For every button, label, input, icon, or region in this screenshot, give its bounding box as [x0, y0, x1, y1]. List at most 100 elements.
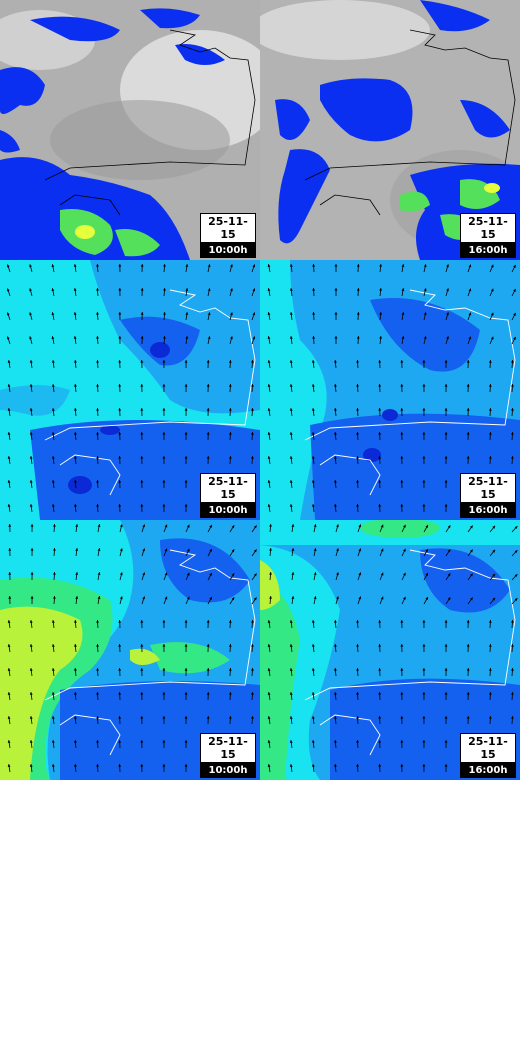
wind-arrow-head [267, 456, 271, 459]
wind-arrow-head [29, 504, 33, 507]
wind-arrow-head [140, 384, 144, 387]
wind-arrow-head [7, 764, 11, 767]
wind-arrow-head [231, 573, 235, 577]
wind-arrow-head [140, 456, 144, 459]
wind-arrow-head [118, 336, 122, 339]
wind-arrow-head [118, 360, 122, 363]
wind-arrow-head [30, 524, 34, 527]
wind-arrow-head [253, 525, 257, 529]
wind-arrow-head [164, 596, 168, 600]
wind-arrow-head [251, 360, 254, 363]
wind-arrow-head [289, 620, 293, 623]
wind-arrow-head [184, 740, 188, 743]
wind-arrow-head [447, 597, 451, 601]
wind-arrow-head [119, 596, 123, 600]
wind-map-panel-1000[interactable]: 25-11-15 10:00h [0, 260, 260, 520]
wind-arrow-head [422, 456, 426, 459]
wind-arrow-head [30, 572, 34, 575]
cloud-map-panel-1000[interactable]: 25-11-15 10:00h [0, 0, 260, 260]
wind-arrow-head [252, 264, 256, 268]
wind-arrow-head [74, 360, 77, 363]
wind-arrow-head [97, 524, 101, 527]
wind-arrow-head [74, 432, 77, 435]
wind-arrow-head [490, 336, 494, 340]
wind-arrow-head [29, 288, 32, 292]
wind-arrow-head [51, 432, 55, 435]
wind-arrow-head [400, 668, 404, 671]
time-label: 10:00h [200, 763, 256, 778]
wind-arrow-head [311, 408, 315, 411]
wind-arrow-head [228, 384, 232, 387]
wind-arrow-head [118, 692, 122, 695]
wind-arrow-head [425, 573, 428, 576]
wind-arrow-head [403, 572, 406, 576]
gust-map-panel-1600[interactable]: 25-11-15 16:00h [260, 520, 520, 780]
wind-arrow-head [422, 480, 426, 483]
gust-map-panel-1000[interactable]: 25-11-15 10:00h [0, 520, 260, 780]
timestamp-label: 25-11-15 16:00h [460, 733, 516, 778]
wind-arrow-head [514, 526, 518, 529]
wind-arrow-head [118, 764, 122, 767]
timestamp-label: 25-11-15 16:00h [460, 213, 516, 258]
wind-arrow-head [446, 312, 449, 316]
cloud-map-panel-1600[interactable]: 25-11-15 16:00h [260, 0, 520, 260]
wind-arrow-head [186, 572, 190, 576]
wind-arrow-head [228, 644, 232, 647]
wind-map-panel-1600[interactable]: 25-11-15 16:00h [260, 260, 520, 520]
wind-arrow-head [378, 692, 382, 695]
wind-arrow-head [466, 408, 470, 411]
wind-arrow-head [118, 504, 122, 507]
wind-arrow-head [119, 548, 123, 552]
wind-arrow-head [336, 548, 339, 552]
wind-arrow-head [185, 288, 189, 291]
wind-arrow-head [289, 480, 293, 483]
wind-arrow-head [356, 432, 359, 435]
wind-arrow-head [74, 692, 77, 695]
wind-arrow-head [511, 692, 514, 695]
wind-arrow-head [96, 620, 99, 623]
wind-arrow-head [184, 456, 188, 459]
wind-arrow-head [118, 480, 122, 483]
wind-arrow-head [380, 548, 384, 552]
wind-arrow-head [356, 384, 359, 387]
wind-arrow-head [75, 572, 79, 575]
wind-arrow-head [228, 456, 232, 459]
wind-arrow-head [142, 572, 145, 576]
wind-arrow-head [267, 288, 271, 291]
wind-arrow-head [289, 264, 293, 267]
wind-arrow-head [8, 572, 12, 575]
wind-arrow-head [334, 668, 337, 671]
wind-arrow-head [311, 740, 315, 743]
wind-arrow-head [164, 524, 168, 528]
wind-arrow-head [29, 692, 33, 695]
wind-arrow-head [267, 668, 271, 671]
wind-arrow-head [400, 408, 404, 411]
wind-arrow-head [488, 716, 492, 719]
wind-arrow-head [267, 716, 271, 719]
wind-arrow-head [30, 596, 34, 599]
wind-arrow-head [466, 360, 470, 363]
wind-arrow-head [470, 573, 473, 577]
wind-arrow-head [267, 432, 271, 435]
wind-arrow-head [444, 740, 448, 743]
wind-arrow-head [400, 740, 404, 743]
wind-arrow-head [444, 408, 448, 411]
wind-arrow-head [468, 312, 472, 316]
wind-arrow-head [511, 668, 514, 671]
wind-arrow-head [490, 288, 494, 292]
wind-arrow-head [267, 692, 271, 695]
wind-arrow-head [334, 620, 337, 623]
wind-arrow-head [7, 432, 11, 435]
wind-arrow-head [96, 408, 99, 411]
wind-arrow-head [334, 716, 337, 719]
wind-arrow-head [358, 596, 362, 600]
wind-arrow-head [289, 504, 293, 507]
wind-arrow-head [378, 456, 382, 459]
wind-arrow-head [231, 549, 235, 553]
wind-arrow-head [73, 336, 77, 339]
wind-arrow-head [97, 572, 101, 575]
wind-arrow-head [96, 740, 99, 743]
wind-arrow-head [74, 764, 77, 767]
wind-arrow-head [118, 384, 122, 387]
wind-arrow-head [184, 384, 188, 387]
